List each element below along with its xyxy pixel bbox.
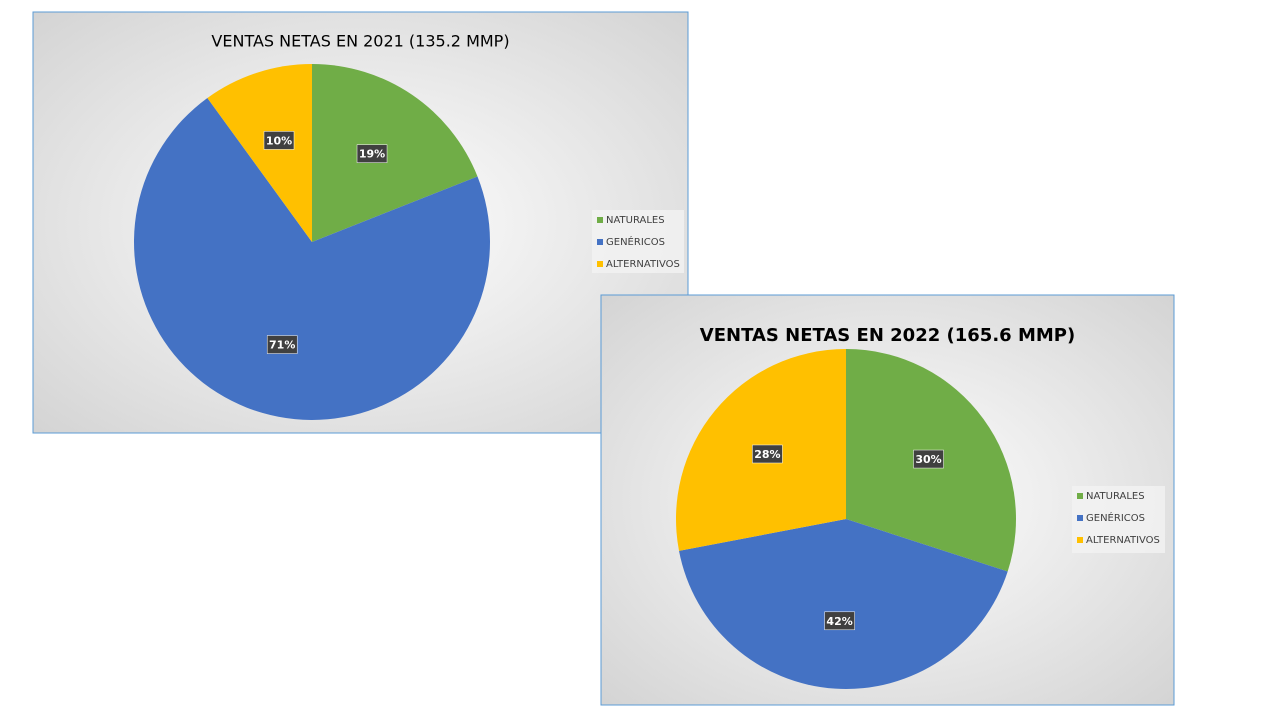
data-label: 10% bbox=[266, 134, 292, 147]
data-label-box bbox=[913, 449, 944, 469]
legend-swatch bbox=[597, 239, 603, 245]
pie-slice bbox=[312, 64, 478, 242]
data-label: 42% bbox=[826, 615, 852, 628]
legend-box bbox=[592, 210, 684, 273]
chart: VENTAS NETAS EN 2022 (165.6 MMP) 30% 42% 28… bbox=[600, 294, 1175, 706]
legend-label: NATURALES bbox=[606, 215, 665, 226]
data-label-box bbox=[752, 444, 783, 464]
pie-slice bbox=[207, 64, 312, 242]
data-label: 19% bbox=[359, 148, 385, 161]
data-label: 30% bbox=[915, 453, 941, 466]
data-label-box bbox=[263, 131, 295, 150]
chart-title: VENTAS NETAS EN 2021 (135.2 MMP) bbox=[211, 32, 509, 51]
legend-swatch bbox=[597, 217, 603, 223]
data-label: 71% bbox=[269, 339, 295, 352]
legend-box bbox=[1072, 486, 1165, 553]
pie-slice bbox=[134, 97, 490, 421]
legend-label: GENÉRICOS bbox=[606, 235, 665, 248]
legend-swatch bbox=[1077, 493, 1083, 499]
legend-label: ALTERNATIVOS bbox=[606, 259, 680, 270]
chart: VENTAS NETAS EN 2021 (135.2 MMP) 19% 71% 10… bbox=[32, 11, 689, 434]
data-label-box bbox=[824, 611, 855, 631]
legend-swatch bbox=[1077, 537, 1083, 543]
legend-label: GENÉRICOS bbox=[1086, 511, 1145, 524]
data-label-box bbox=[266, 335, 298, 354]
data-label-box bbox=[356, 144, 388, 163]
legend-swatch bbox=[597, 261, 603, 267]
chart-title: VENTAS NETAS EN 2022 (165.6 MMP) bbox=[700, 325, 1075, 346]
legend-swatch bbox=[1077, 515, 1083, 521]
legend-label: NATURALES bbox=[1086, 491, 1145, 502]
legend-label: ALTERNATIVOS bbox=[1086, 535, 1160, 546]
data-label: 28% bbox=[754, 448, 780, 461]
pie-slice bbox=[679, 519, 1008, 690]
